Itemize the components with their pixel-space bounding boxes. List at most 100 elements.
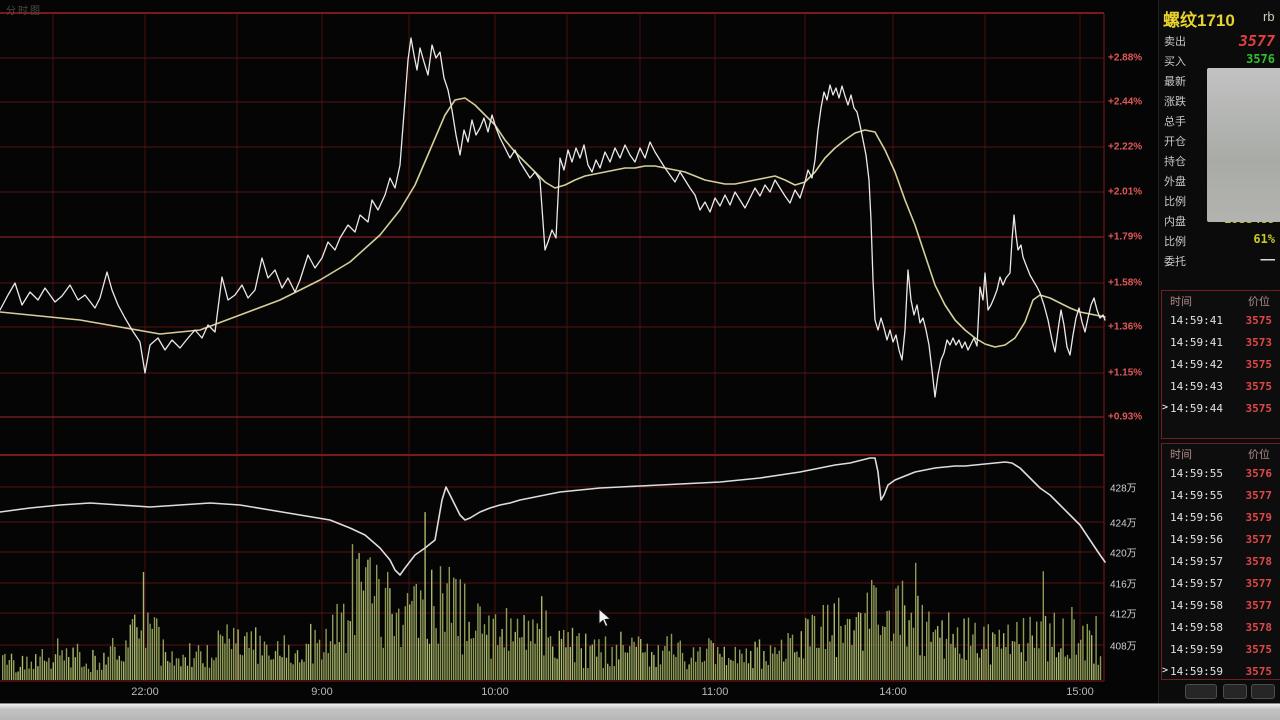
- tick-time: 14:59:42: [1170, 358, 1223, 371]
- tick-price: 3575: [1245, 380, 1273, 393]
- quote-label: 比例: [1164, 196, 1186, 208]
- oi-axis-label: 408万: [1110, 641, 1137, 653]
- tick-time: 14:59:57: [1170, 577, 1223, 590]
- quote-label: 涨跌: [1164, 96, 1186, 108]
- tick-time: 14:59:56: [1170, 533, 1223, 546]
- tick-row[interactable]: >14:59:59 3575: [1162, 662, 1280, 684]
- quote-label: 总手: [1164, 116, 1186, 128]
- tick-price: 3577: [1245, 533, 1273, 546]
- quote-label: 最新: [1164, 76, 1186, 88]
- tick-time: 14:59:58: [1170, 599, 1223, 612]
- tick-time: 14:59:57: [1170, 555, 1223, 568]
- tick-price: 3579: [1245, 511, 1273, 524]
- tick-row[interactable]: 14:59:55 3577: [1162, 486, 1280, 508]
- quote-label: 委托: [1164, 256, 1186, 268]
- tick-row[interactable]: 14:59:58 3578: [1162, 618, 1280, 640]
- volume-bars: [2, 512, 1102, 680]
- tick-row[interactable]: >14:59:44 3575: [1162, 399, 1280, 421]
- tick-header: 时间 价位: [1170, 296, 1270, 308]
- quote-sidebar: 螺纹1710 rb 卖出3577买入3576最新涨跌总手开仓持仓外盘比例内盘29…: [1158, 0, 1280, 703]
- quote-row-开仓: 开仓: [1159, 130, 1280, 150]
- quote-row-委托: 委托 ——: [1159, 250, 1280, 270]
- tick-header: 时间 价位: [1170, 449, 1270, 461]
- oi-axis-label: 416万: [1110, 579, 1137, 591]
- quote-row-总手: 总手: [1159, 110, 1280, 130]
- pct-axis-label: +1.79%: [1108, 231, 1143, 243]
- blur-overlay-box: [1207, 68, 1280, 222]
- quote-label: 买入: [1164, 56, 1186, 68]
- tick-row[interactable]: 14:59:56 3577: [1162, 530, 1280, 552]
- quote-row-持仓: 持仓: [1159, 150, 1280, 170]
- tick-time: 14:59:56: [1170, 511, 1223, 524]
- tick-time: 14:59:41: [1170, 314, 1223, 327]
- tick-price: 3575: [1245, 643, 1273, 656]
- pct-axis-label: +2.88%: [1108, 52, 1143, 64]
- oi-axis-label: 428万: [1110, 483, 1137, 495]
- quote-row-比例: 比例 61%: [1159, 230, 1280, 250]
- tick-time: 14:59:41: [1170, 336, 1223, 349]
- tick-time: 14:59:58: [1170, 621, 1223, 634]
- tick-list-detail[interactable]: 时间 价位 14:59:55 3576 14:59:55 3577 14:59:56 3579…: [1161, 443, 1280, 680]
- tick-row[interactable]: 14:59:42 3575: [1162, 355, 1280, 377]
- tick-price: 3575: [1245, 314, 1273, 327]
- tick-price: 3577: [1245, 489, 1273, 502]
- pct-axis-label: +0.93%: [1108, 411, 1143, 423]
- pct-axis-label: +1.15%: [1108, 367, 1143, 379]
- bottom-bar: [0, 703, 1280, 720]
- tick-row[interactable]: 14:59:41 3575: [1162, 311, 1280, 333]
- quote-label: 比例: [1164, 236, 1186, 248]
- quote-label: 外盘: [1164, 176, 1186, 188]
- quote-label: 持仓: [1164, 156, 1186, 168]
- tick-price: 3575: [1245, 665, 1273, 678]
- quote-value: 3577: [1238, 32, 1275, 50]
- average-price-line: [0, 97, 1106, 348]
- tick-price: 3576: [1245, 467, 1273, 480]
- tick-row[interactable]: 14:59:57 3577: [1162, 574, 1280, 596]
- oi-axis-label: 424万: [1110, 518, 1137, 530]
- quote-row-买入: 买入 3576: [1159, 50, 1280, 70]
- time-axis-label: 22:00: [131, 686, 159, 698]
- quote-label: 内盘: [1164, 216, 1186, 228]
- tick-price: 3575: [1245, 402, 1273, 415]
- quote-value: 61%: [1253, 232, 1275, 246]
- quote-label: 卖出: [1164, 36, 1186, 48]
- pct-axis-label: +2.01%: [1108, 186, 1143, 198]
- quote-row-比例: 比例: [1159, 190, 1280, 210]
- tick-row[interactable]: 14:59:43 3575: [1162, 377, 1280, 399]
- tick-price: 3577: [1245, 599, 1273, 612]
- contract-title: 螺纹1710: [1163, 11, 1235, 30]
- time-axis-label: 10:00: [481, 686, 509, 698]
- quote-row-外盘: 外盘: [1159, 170, 1280, 190]
- pct-axis-label: +1.58%: [1108, 277, 1143, 289]
- tick-row[interactable]: 14:59:57 3578: [1162, 552, 1280, 574]
- quote-row-卖出: 卖出 3577: [1159, 30, 1280, 50]
- time-axis-label: 15:00: [1066, 686, 1094, 698]
- tick-time: 14:59:59: [1170, 643, 1223, 656]
- time-axis-label: 11:00: [701, 686, 729, 698]
- open-interest-line: [0, 457, 1106, 576]
- tick-time: 14:59:59: [1170, 665, 1223, 678]
- tick-price: 3578: [1245, 555, 1273, 568]
- tick-row[interactable]: 14:59:59 3575: [1162, 640, 1280, 662]
- contract-code: rb: [1263, 9, 1275, 24]
- detail-tab-button[interactable]: [1185, 684, 1217, 699]
- tick-price: 3578: [1245, 621, 1273, 634]
- intraday-chart[interactable]: [0, 0, 1160, 703]
- tick-row[interactable]: 14:59:41 3573: [1162, 333, 1280, 355]
- quote-row-最新: 最新: [1159, 70, 1280, 90]
- tick-price: 3573: [1245, 336, 1273, 349]
- quote-tab-button[interactable]: [1223, 684, 1247, 699]
- pct-axis-label: +1.36%: [1108, 321, 1143, 333]
- tick-row[interactable]: 14:59:58 3577: [1162, 596, 1280, 618]
- tick-list-recent[interactable]: 时间 价位 14:59:41 3575 14:59:41 3573 14:59:42 3575…: [1161, 290, 1280, 439]
- quote-value: ——: [1260, 252, 1275, 266]
- chart-caption: 分时图: [6, 6, 42, 17]
- tick-time: 14:59:55: [1170, 467, 1223, 480]
- tick-price: 3575: [1245, 358, 1273, 371]
- chart-tab-button[interactable]: [1251, 684, 1275, 699]
- tick-row[interactable]: 14:59:56 3579: [1162, 508, 1280, 530]
- tick-row[interactable]: 14:59:55 3576: [1162, 464, 1280, 486]
- time-axis-label: 14:00: [879, 686, 907, 698]
- mouse-cursor: [598, 608, 612, 628]
- quote-label: 开仓: [1164, 136, 1186, 148]
